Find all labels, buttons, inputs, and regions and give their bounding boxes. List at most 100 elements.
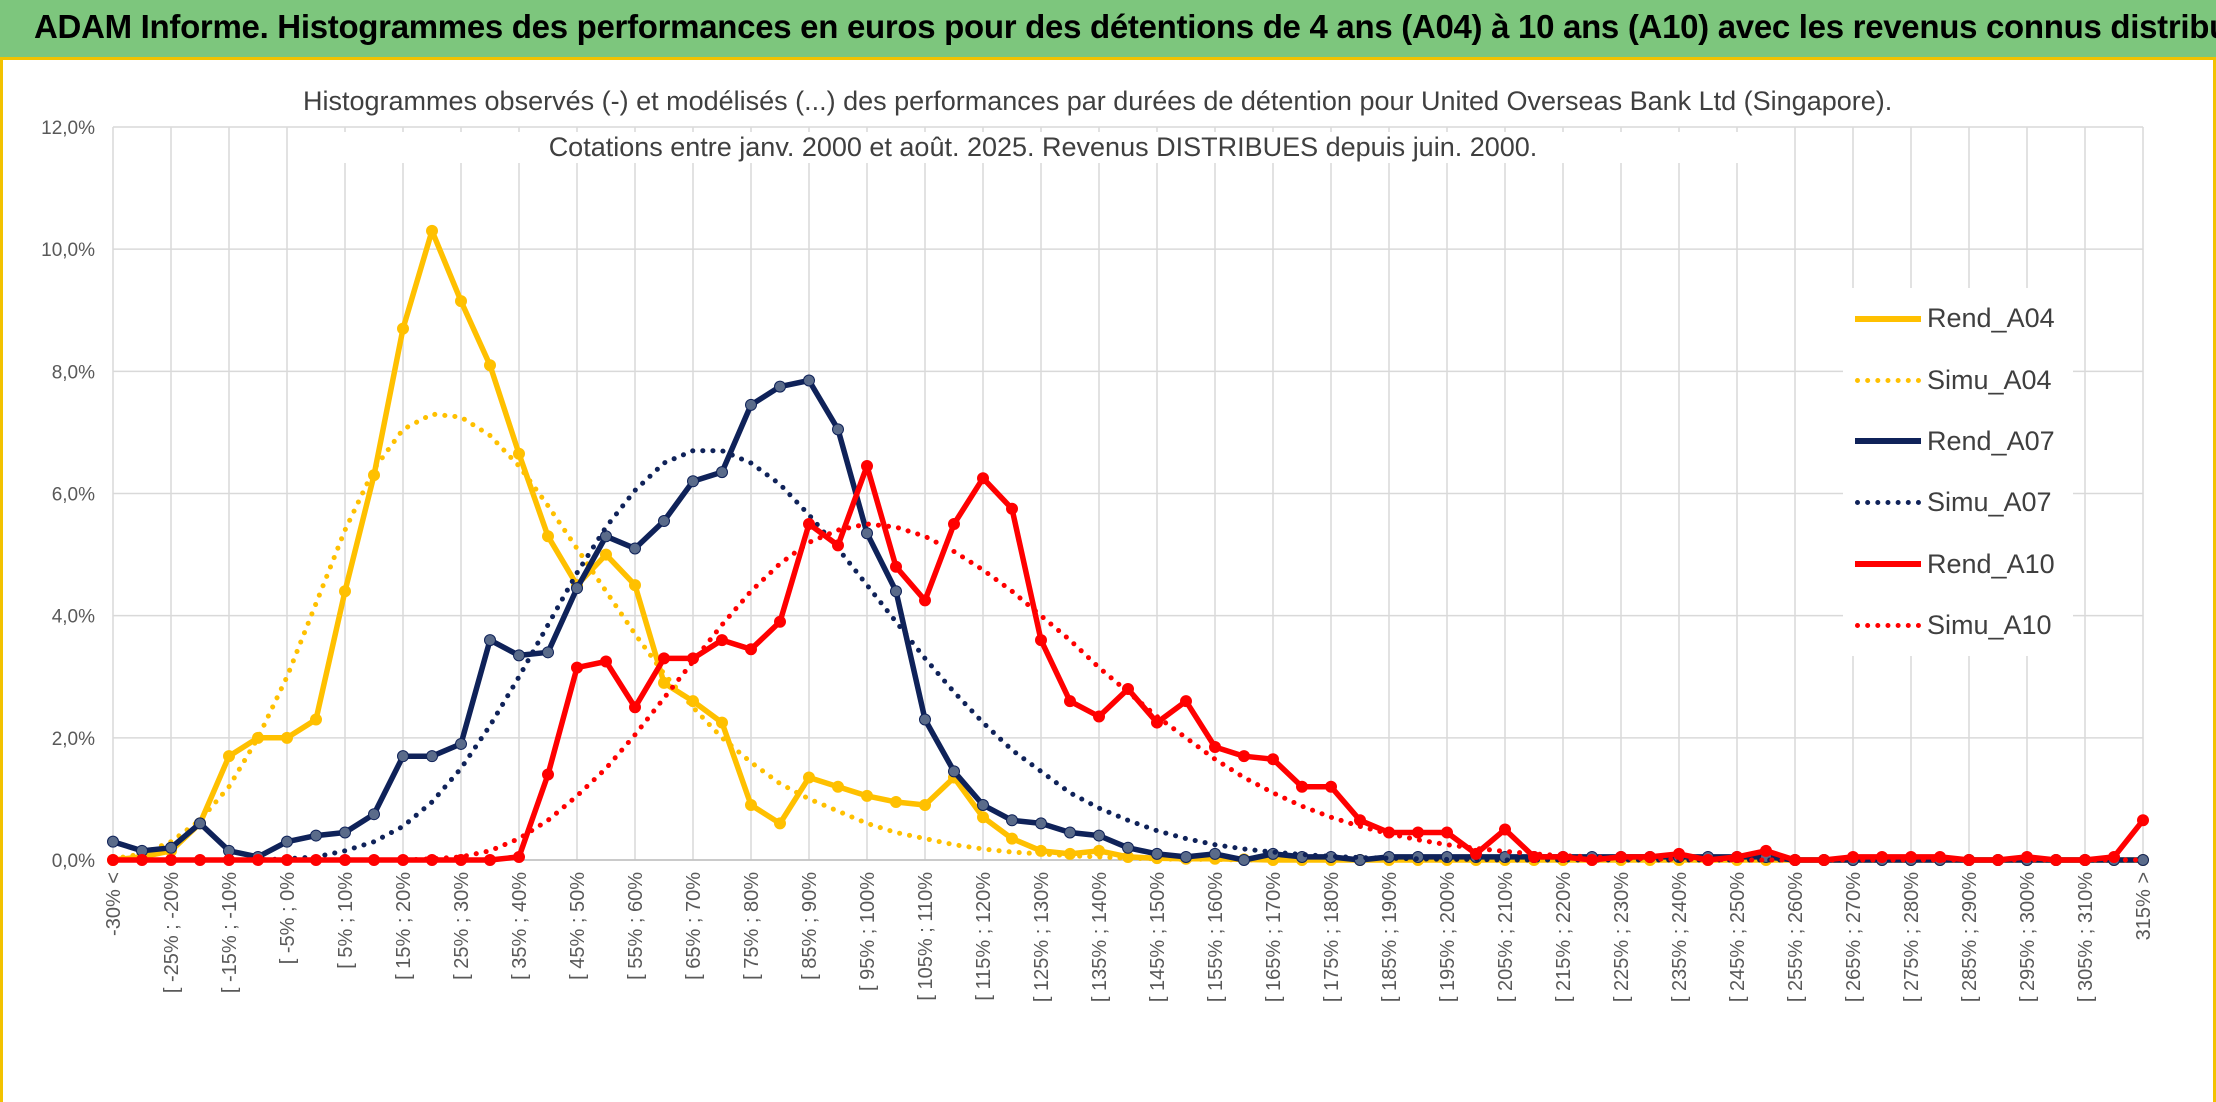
data-point-Rend_A07 (919, 713, 931, 726)
chart-legend: Rend_A04 Simu_A04 Rend_A07 Simu_A07 Rend_A10… (1843, 288, 2073, 657)
x-tick-label: [ -5% ; 0% (277, 872, 299, 964)
x-tick-label: [ -25% ; -20% (161, 872, 183, 993)
series-line-Rend_A04 (110, 228, 2146, 863)
data-point-Rend_A07 (1064, 826, 1076, 839)
data-point-Rend_A10 (1267, 753, 1279, 766)
data-point-Rend_A07 (629, 542, 641, 555)
data-point-Rend_A07 (194, 817, 206, 830)
data-point-Rend_A04 (919, 799, 931, 812)
data-point-Rend_A04 (542, 530, 554, 543)
x-tick-label: [ 235% ; 240% (1669, 872, 1691, 1002)
data-point-Rend_A10 (484, 854, 496, 866)
data-point-Rend_A07 (310, 829, 322, 842)
data-point-Rend_A04 (832, 780, 844, 793)
data-point-Rend_A04 (339, 585, 351, 598)
data-point-Rend_A10 (774, 615, 786, 628)
legend-item-Rend_A07: Rend_A07 (1843, 411, 2073, 472)
legend-swatch (1855, 623, 1921, 629)
data-point-Rend_A04 (774, 817, 786, 830)
data-point-Rend_A07 (455, 737, 467, 750)
data-point-Rend_A10 (1325, 780, 1337, 793)
legend-label: Simu_A07 (1927, 487, 2052, 518)
data-point-Rend_A10 (1238, 750, 1250, 763)
data-point-Rend_A10 (1499, 823, 1511, 836)
x-tick-label: [ 265% ; 270% (1843, 872, 1865, 1002)
chart-title: Histogrammes observés (-) et modélisés (… (303, 86, 1893, 117)
y-tick-label: 2,0% (52, 729, 95, 750)
data-point-Rend_A04 (281, 731, 293, 744)
x-tick-label: [ 25% ; 30% (451, 872, 473, 980)
data-point-Rend_A07 (977, 799, 989, 812)
data-point-Rend_A10 (803, 518, 815, 531)
data-point-Rend_A04 (1006, 832, 1018, 845)
legend-item-Rend_A04: Rend_A04 (1843, 288, 2073, 349)
chart-subtitle: Cotations entre janv. 2000 et août. 2025… (303, 132, 1783, 163)
x-tick-label: [ 15% ; 20% (393, 872, 415, 980)
data-point-Rend_A04 (426, 224, 438, 237)
x-tick-label: [ 135% ; 140% (1089, 872, 1111, 1002)
data-point-Rend_A07 (281, 835, 293, 848)
data-point-Rend_A07 (803, 374, 815, 387)
y-tick-label: 8,0% (52, 362, 95, 383)
data-point-Rend_A10 (629, 701, 641, 714)
y-tick-label: 0,0% (52, 851, 95, 872)
data-point-Rend_A10 (1180, 695, 1192, 708)
series-line-Rend_A10 (110, 463, 2146, 863)
data-point-Rend_A07 (426, 750, 438, 763)
x-tick-label: [ 45% ; 50% (567, 872, 589, 980)
data-point-Rend_A10 (542, 768, 554, 781)
series-line-Simu_A07 (110, 448, 2146, 863)
x-tick-label: [ 225% ; 230% (1611, 872, 1633, 1002)
x-tick-label: [ 35% ; 40% (509, 872, 531, 980)
x-tick-label: [ 305% ; 310% (2075, 872, 2097, 1002)
legend-item-Simu_A10: Simu_A10 (1843, 595, 2073, 656)
data-point-Rend_A07 (368, 808, 380, 821)
data-point-Rend_A07 (1006, 814, 1018, 827)
legend-item-Simu_A04: Simu_A04 (1843, 349, 2073, 410)
data-point-Rend_A07 (1122, 841, 1134, 854)
data-point-Rend_A10 (2137, 814, 2149, 827)
x-tick-label: [ 195% ; 200% (1437, 872, 1459, 1002)
data-point-Rend_A07 (107, 835, 119, 848)
data-point-Rend_A07 (542, 646, 554, 659)
x-tick-label: [ 125% ; 130% (1031, 872, 1053, 1002)
data-point-Rend_A04 (484, 359, 496, 372)
x-tick-label: [ 55% ; 60% (625, 872, 647, 980)
data-point-Rend_A07 (513, 649, 525, 662)
x-tick-label: [ 155% ; 160% (1205, 872, 1227, 1002)
legend-swatch (1855, 315, 1921, 322)
x-tick-label: 315% > (2133, 872, 2155, 940)
x-tick-label: [ 105% ; 110% (915, 872, 937, 1001)
x-tick-label: [ 115% ; 120% (973, 872, 995, 1001)
data-point-Rend_A10 (1093, 710, 1105, 723)
data-point-Rend_A07 (484, 634, 496, 647)
data-point-Rend_A07 (861, 527, 873, 540)
x-tick-label: [ 85% ; 90% (799, 872, 821, 980)
data-point-Rend_A10 (1412, 826, 1424, 839)
data-point-Rend_A07 (948, 765, 960, 778)
data-point-Rend_A07 (774, 380, 786, 393)
x-tick-label: [ 5% ; 10% (335, 872, 357, 969)
x-tick-label: [ 205% ; 210% (1495, 872, 1517, 1002)
legend-swatch (1855, 377, 1921, 383)
x-tick-label: [ 245% ; 250% (1727, 872, 1749, 1002)
data-point-Rend_A07 (165, 841, 177, 854)
data-point-Rend_A10 (571, 661, 583, 674)
x-tick-label: [ 165% ; 170% (1263, 872, 1285, 1002)
x-tick-label: [ 175% ; 180% (1321, 872, 1343, 1002)
legend-label: Rend_A07 (1927, 425, 2055, 456)
data-point-Rend_A04 (890, 795, 902, 808)
legend-item-Simu_A07: Simu_A07 (1843, 472, 2073, 533)
data-point-Rend_A04 (310, 713, 322, 726)
report-title: ADAM Informe. Histogrammes des performan… (34, 8, 2216, 45)
data-point-Rend_A07 (832, 423, 844, 436)
x-tick-label: [ 215% ; 220% (1553, 872, 1575, 1002)
y-tick-label: 10,0% (41, 240, 95, 261)
data-point-Rend_A10 (1760, 844, 1772, 857)
x-tick-label: [ 295% ; 300% (2017, 872, 2039, 1002)
legend-label: Simu_A10 (1927, 610, 2052, 641)
x-tick-label: [ 75% ; 80% (741, 872, 763, 980)
data-point-Rend_A04 (803, 771, 815, 784)
data-point-Rend_A04 (455, 295, 467, 308)
data-point-Rend_A07 (745, 398, 757, 411)
